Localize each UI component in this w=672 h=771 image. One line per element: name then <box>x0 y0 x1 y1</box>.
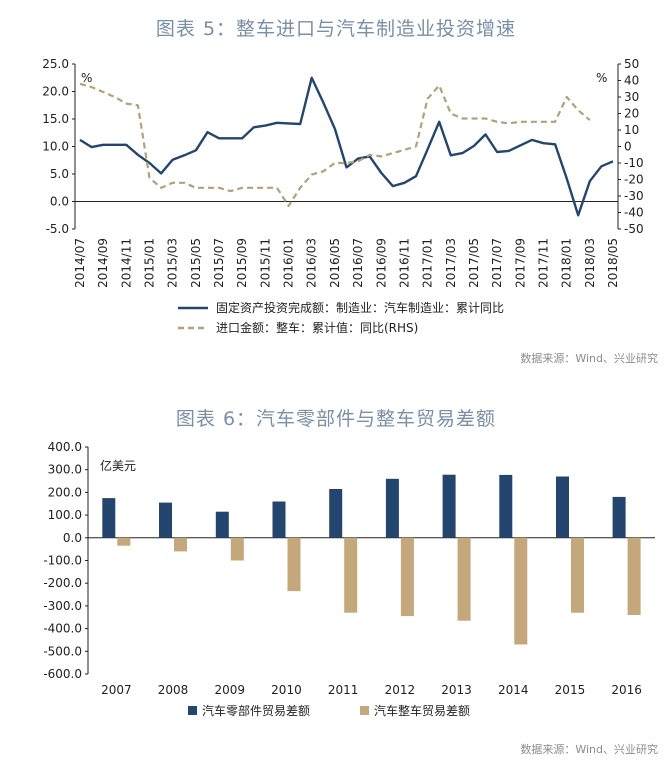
chart2-x-tick: 2009 <box>214 683 245 697</box>
chart2-bar-parts <box>102 498 116 538</box>
chart2-y-tick: -300.0 <box>43 599 82 613</box>
chart2-x-tick: 2015 <box>555 683 586 697</box>
chart2-y-tick: -600.0 <box>43 667 82 681</box>
chart2-bar-vehicles <box>627 537 641 615</box>
chart1-legend-label: 进口金额：整车：累计值：同比(RHS) <box>216 320 418 335</box>
chart2-x-tick: 2013 <box>441 683 472 697</box>
chart1-x-tick: 2016/03 <box>305 238 319 288</box>
chart1-x-tick: 2017/05 <box>467 238 481 288</box>
chart1-x-tick: 2016/05 <box>328 238 342 288</box>
chart1-y2-tick: 30 <box>624 90 639 104</box>
chart1-title: 图表 5：整车进口与汽车制造业投资增速 <box>155 18 517 40</box>
chart1-x-tick: 2017/07 <box>490 238 504 288</box>
chart1-x-tick: 2015/05 <box>189 238 203 288</box>
chart2-x-tick: 2008 <box>158 683 189 697</box>
chart2-bar-parts <box>272 501 286 538</box>
chart2-bar-vehicles <box>400 537 414 617</box>
chart1-y-tick: 10.0 <box>42 140 69 154</box>
chart2-y-tick: 100.0 <box>48 508 82 522</box>
chart1-y-tick: 0.0 <box>50 195 69 209</box>
chart1-y2-tick: -20 <box>624 173 644 187</box>
chart1-y2-tick: 40 <box>624 74 639 88</box>
chart2-x-tick: 2007 <box>101 683 132 697</box>
chart2-unit-annotation: 亿美元 <box>100 458 136 473</box>
chart1-x-tick: 2015/01 <box>143 238 157 288</box>
chart2-y-tick: -200.0 <box>43 576 82 590</box>
chart1-x-tick: 2018/03 <box>583 238 597 288</box>
chart1-x-tick: 2015/09 <box>235 238 249 288</box>
chart1-source: 数据来源：Wind、兴业研究 <box>520 352 658 365</box>
chart1-y-tick: -5.0 <box>46 222 69 236</box>
chart2-bar-parts <box>385 478 399 538</box>
chart2-y-tick: 300.0 <box>48 463 82 477</box>
chart2-y-tick: -400.0 <box>43 622 82 636</box>
chart1-y2-tick: -10 <box>624 156 644 170</box>
chart1-series-line <box>79 76 614 217</box>
chart2-bar-parts <box>215 511 229 538</box>
chart2-y-tick: -100.0 <box>43 554 82 568</box>
chart2-bar-parts <box>329 489 343 538</box>
chart1-x-tick: 2018/05 <box>606 238 620 288</box>
chart1-x-tick: 2015/07 <box>212 238 226 288</box>
chart2-bar-vehicles <box>514 537 528 645</box>
chart1-y2-tick: -40 <box>624 206 644 220</box>
chart2-x-tick: 2014 <box>498 683 529 697</box>
chart2-source: 数据来源：Wind、兴业研究 <box>520 743 658 756</box>
chart2-bar-vehicles <box>457 537 471 621</box>
chart2-bar-vehicles <box>174 537 187 552</box>
chart1-x-tick: 2017/09 <box>513 238 527 288</box>
chart2-legend-swatch <box>188 706 197 715</box>
chart1-y2-tick: 20 <box>624 107 639 121</box>
chart1-x-tick: 2014/07 <box>73 238 87 288</box>
chart2-bar-vehicles <box>344 537 358 613</box>
chart2-bar-vehicles <box>287 537 301 592</box>
chart1-x-tick: 2017/11 <box>536 238 550 288</box>
chart1-x-tick: 2015/11 <box>258 238 272 288</box>
chart1-x-tick: 2016/11 <box>397 238 411 288</box>
chart1-legend-label: 固定资产投资完成额：制造业：汽车制造业：累计同比 <box>216 300 504 315</box>
chart2-legend-swatch <box>360 706 369 715</box>
chart2-bar-vehicles <box>117 537 131 546</box>
chart2-y-tick: -500.0 <box>43 644 82 658</box>
chart2-x-tick: 2011 <box>328 683 359 697</box>
chart1-y2-tick: 10 <box>624 123 639 137</box>
chart1-x-tick: 2014/11 <box>119 238 133 288</box>
chart2-y-tick: 0.0 <box>63 531 82 545</box>
chart1-series-line <box>79 82 591 207</box>
chart1-x-tick: 2014/09 <box>96 238 110 288</box>
chart2-bar-parts <box>442 474 456 538</box>
chart1-y2-tick: 0 <box>624 140 632 154</box>
chart2-legend-label: 汽车整车贸易差额 <box>374 703 470 718</box>
chart1-x-tick: 2016/09 <box>374 238 388 288</box>
chart1-y2-tick: -30 <box>624 189 644 203</box>
chart2-legend-label: 汽车零部件贸易差额 <box>202 703 310 718</box>
chart2-bar-parts <box>499 474 513 538</box>
chart2-bar-vehicles <box>230 537 244 561</box>
chart1-x-tick: 2018/01 <box>560 238 574 288</box>
chart1-left-unit: % <box>81 71 92 85</box>
chart1-x-tick: 2015/03 <box>166 238 180 288</box>
chart1-right-unit: % <box>596 71 607 85</box>
chart1-y-tick: 25.0 <box>42 57 69 71</box>
chart1-y-tick: 5.0 <box>50 167 69 181</box>
chart2-x-tick: 2010 <box>271 683 302 697</box>
chart1-y-tick: 20.0 <box>42 85 69 99</box>
chart2-title: 图表 6：汽车零部件与整车贸易差额 <box>175 408 497 430</box>
chart1-y-tick: 15.0 <box>42 112 69 126</box>
chart2-y-tick: 200.0 <box>48 485 82 499</box>
chart2-y-tick: 400.0 <box>48 440 82 454</box>
chart1-x-tick: 2017/01 <box>421 238 435 288</box>
chart1-x-tick: 2016/01 <box>282 238 296 288</box>
chart2-bar-parts <box>612 496 626 538</box>
chart1-x-tick: 2017/03 <box>444 238 458 288</box>
chart1-x-tick: 2016/07 <box>351 238 365 288</box>
chart2-x-tick: 2012 <box>385 683 416 697</box>
chart1-y2-tick: -50 <box>624 222 644 236</box>
chart1-y2-tick: 50 <box>624 57 639 71</box>
chart2-bar-vehicles <box>571 537 584 613</box>
chart2-x-tick: 2016 <box>611 683 642 697</box>
chart2-bar-parts <box>159 502 172 538</box>
chart2-bar-parts <box>556 476 569 538</box>
